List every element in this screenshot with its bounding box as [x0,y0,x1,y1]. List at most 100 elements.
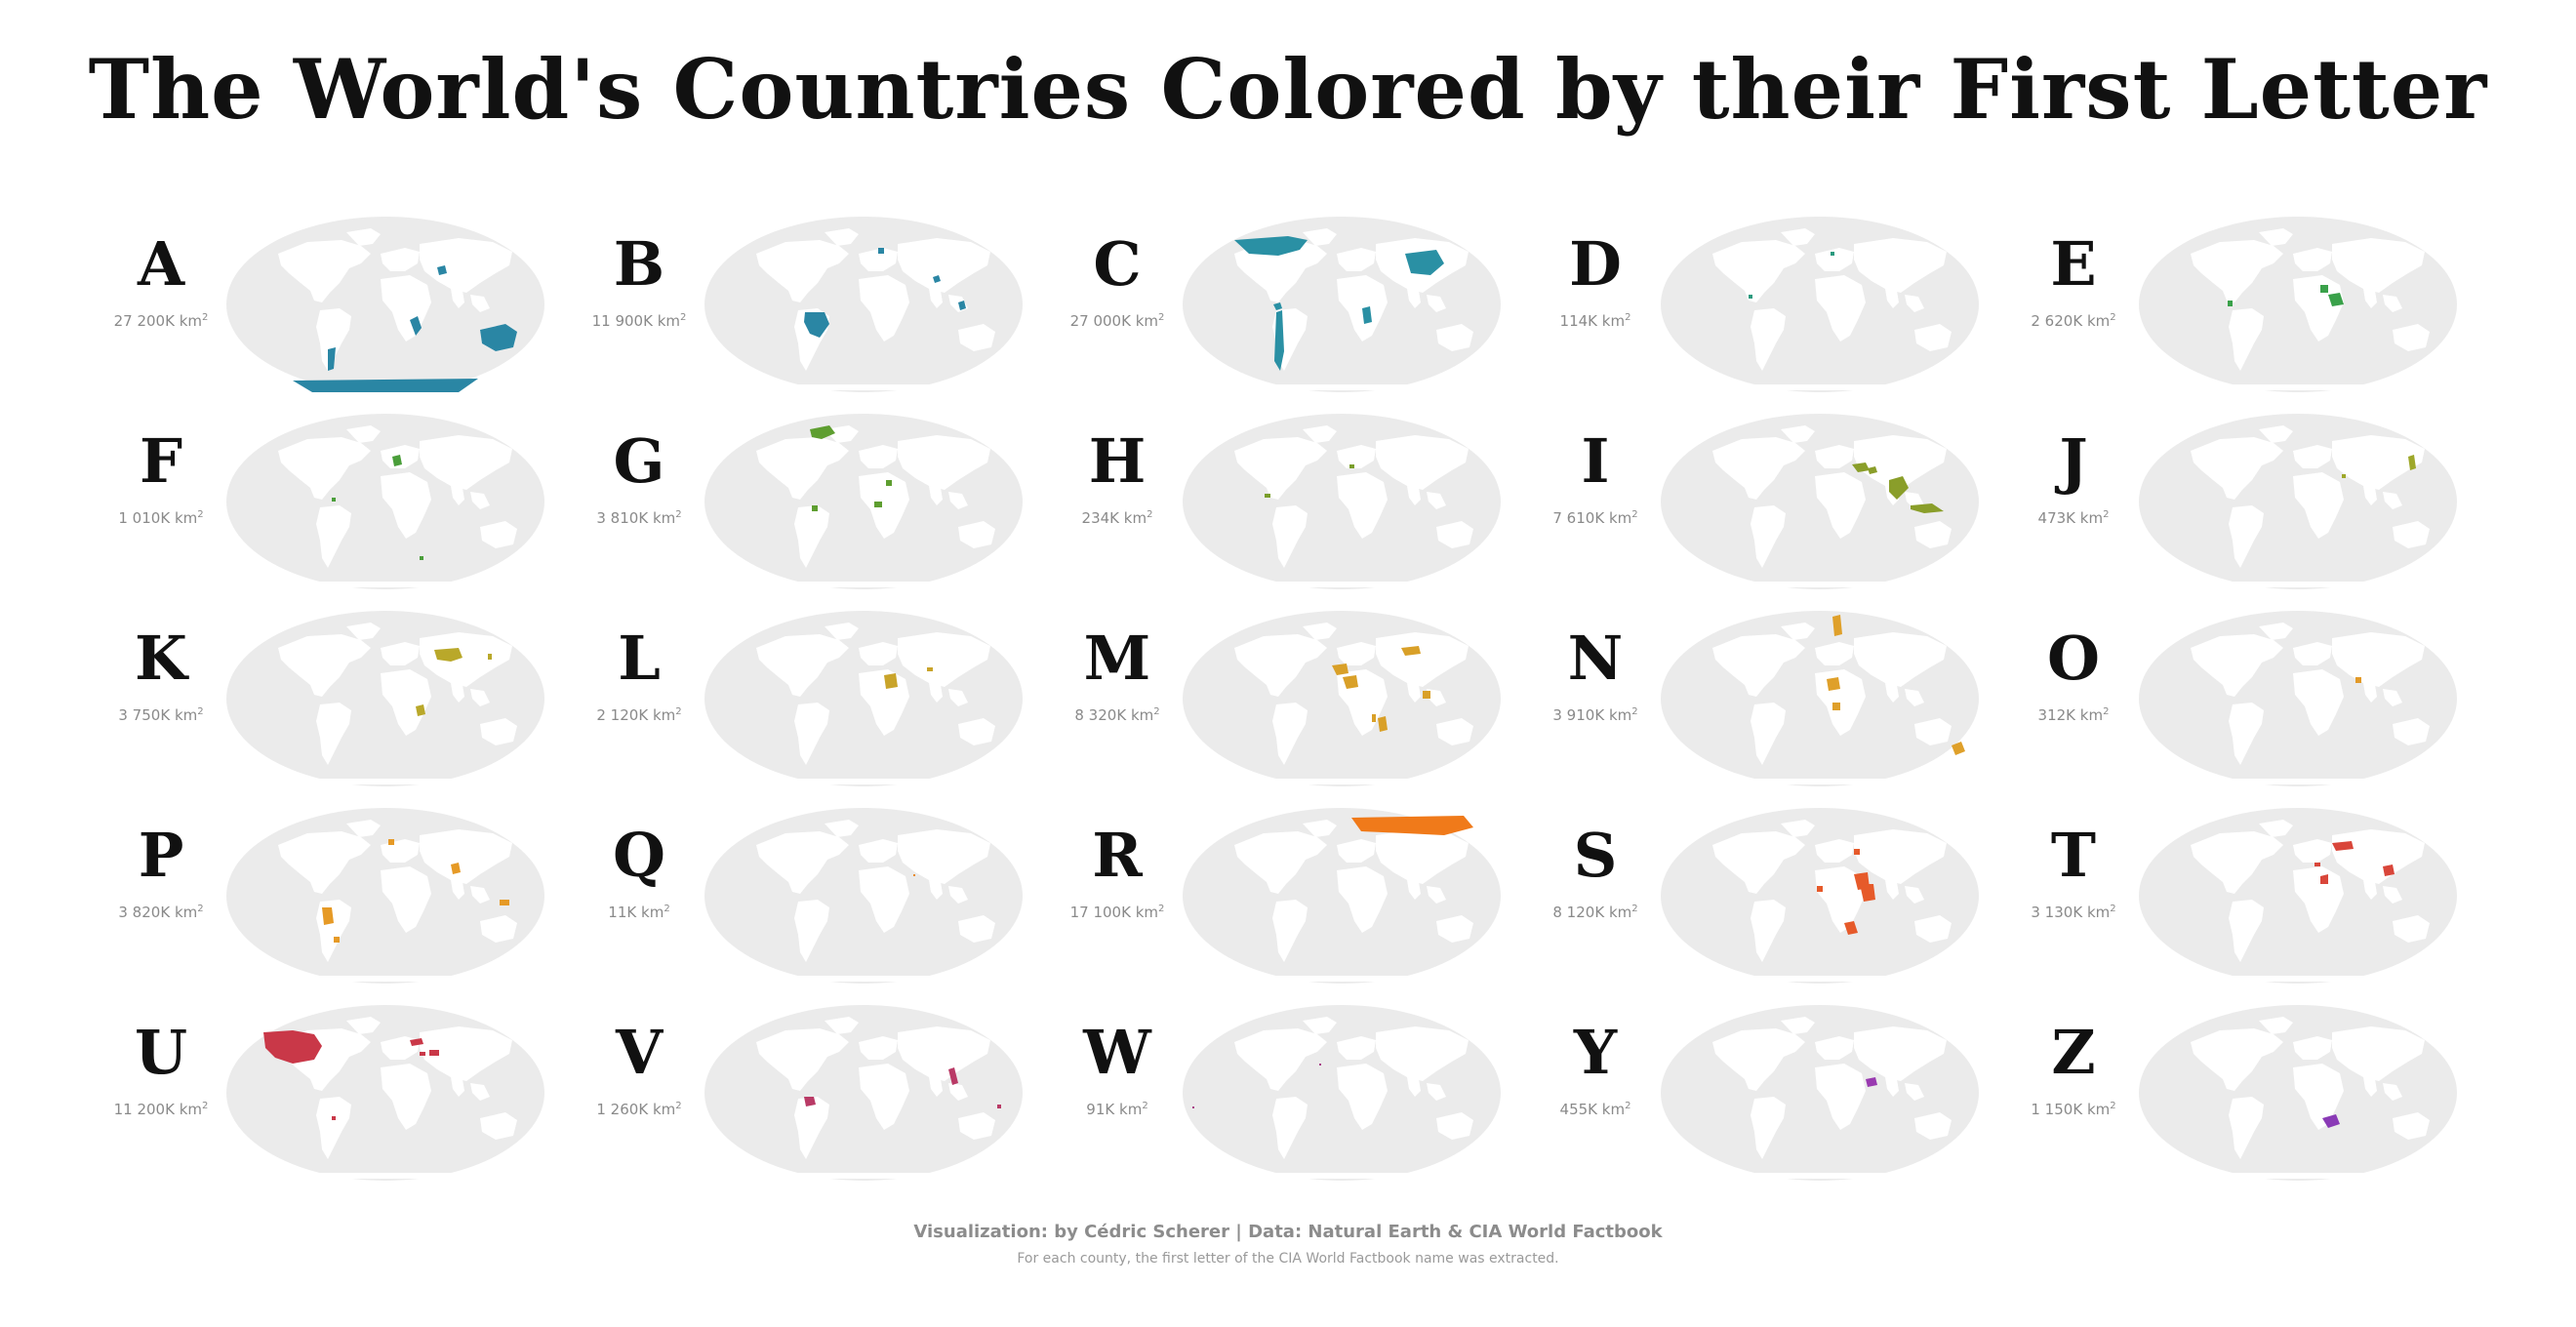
panel-area: 2 120K km2 [571,706,707,724]
panel-area-value: 3 810K [596,509,649,527]
map-W-icon [1183,1005,1501,1181]
land-southAmerica [1751,703,1786,765]
highlight-country-s-1 [1860,884,1875,902]
land-africa [1337,1064,1388,1130]
panel-letter: H [1088,425,1147,497]
highlight-country-k-1 [416,704,425,716]
land-africa [859,866,909,933]
panel-letter: Q [612,820,665,891]
land-seAsia [2383,689,2402,706]
panel-area-unit-sup: 2 [197,904,204,914]
land-australia [480,1112,517,1140]
highlight-country-p-4 [334,937,340,943]
land-india [451,1077,464,1097]
land-africa [2293,1064,2344,1130]
highlight-country-u-3 [420,1052,425,1056]
letter-panel-q: Q 11K km2 [571,786,1049,984]
panel-area-unit: km [2086,1101,2111,1118]
land-africa [381,1064,431,1130]
highlight-country-e-0 [2328,293,2344,306]
highlight-country-u-4 [332,1116,336,1120]
panel-area-unit: km [1119,1101,1143,1118]
highlight-country-t-0 [2332,841,2354,851]
land-india [451,683,464,703]
land-australia [958,915,995,943]
land-asia [1854,829,1947,884]
land-australia [1914,915,1952,943]
land-europe [859,839,898,863]
panel-area-unit-sup: 2 [675,509,682,520]
highlight-country-g-0 [810,425,835,439]
letter-panel-r: R 17 100K km2 [1049,786,1527,984]
highlight-country-q-0 [913,874,915,876]
land-asia [1854,435,1947,490]
panel-area-unit: km [1601,1101,1626,1118]
panel-area: 234K km2 [1049,509,1186,527]
ocean-ellipse [2139,808,2457,984]
highlight-country-d-0 [1831,252,1834,256]
map-B-icon [704,217,1023,392]
land-southAmerica [1272,703,1308,765]
land-europe [859,1036,898,1060]
land-australia [480,915,517,943]
highlight-country-b-1 [878,248,884,254]
panel-letter: O [2046,623,2100,694]
map-E-icon [2139,217,2457,392]
land-antarctica [1259,384,1425,390]
letter-panel-s: S 8 120K km2 [1527,786,2005,984]
panel-area-unit: km [2086,312,2111,330]
land-northAmerica [2191,240,2283,302]
panel-area: 27 000K km2 [1049,312,1186,330]
land-greenland [1781,425,1815,443]
panel-area-unit: km [179,312,203,330]
ocean-ellipse [2139,1005,2457,1181]
ocean-ellipse [704,808,1023,984]
land-greenland [825,623,859,640]
land-india [451,880,464,900]
letter-panel-e: E 2 620K km2 [2005,195,2483,392]
land-australia [1914,324,1952,351]
panel-area-unit-sup: 2 [197,706,204,717]
land-seAsia [1427,1083,1446,1101]
panel-letter: S [1573,820,1618,891]
land-greenland [346,1017,381,1034]
land-africa [859,1064,909,1130]
land-africa [1815,275,1866,342]
ocean-ellipse [1661,414,1979,589]
land-india [1885,1077,1899,1097]
land-northAmerica [278,240,371,302]
highlight-country-k-0 [434,648,463,662]
letter-map-grid: A 27 200K km2 B 11 900K km2 C 27 000K km2 D 114… [93,195,2483,1181]
highlight-country-m-3 [1378,716,1388,732]
land-southAmerica [1751,1097,1786,1159]
panel-area-value: 17 100K [1069,904,1131,921]
highlight-country-g-3 [812,505,818,511]
panel-letter: D [1569,228,1622,300]
land-northAmerica [1712,437,1805,500]
highlight-country-f-2 [420,556,423,560]
land-antarctica [781,582,946,587]
panel-area-unit-sup: 2 [2110,904,2116,914]
land-antarctica [781,976,946,982]
land-india [2363,1077,2377,1097]
land-australia [2393,521,2430,548]
land-greenland [2259,623,2293,640]
land-greenland [1303,820,1337,837]
panel-area: 91K km2 [1049,1101,1186,1118]
panel-area-unit: km [2086,904,2111,921]
ocean-ellipse [226,217,544,392]
panel-area: 3 750K km2 [93,706,229,724]
land-asia [2332,829,2425,884]
land-greenland [1781,1017,1815,1034]
highlight-country-w-0 [1319,1064,1321,1066]
land-asia [420,632,512,687]
panel-area-value: 11K [608,904,637,921]
panel-area-unit-sup: 2 [202,312,209,323]
land-asia [2332,238,2425,293]
land-europe [1815,839,1854,863]
highlight-country-h-1 [1265,494,1270,498]
panel-area-unit-sup: 2 [1631,904,1638,914]
ocean-ellipse [226,808,544,984]
highlight-country-t-3 [2314,863,2320,866]
ocean-ellipse [1183,217,1501,392]
